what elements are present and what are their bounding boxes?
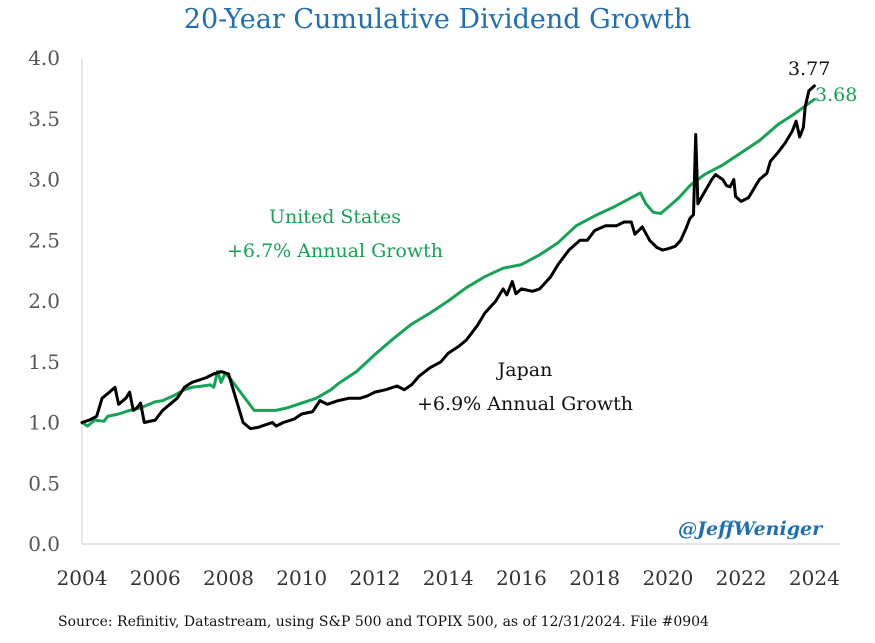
japan-annotation-growth: +6.9% Annual Growth [417, 393, 633, 415]
y-tick-label: 0.0 [28, 532, 60, 556]
y-tick-label: 3.5 [28, 107, 60, 131]
y-tick-label: 1.0 [28, 411, 60, 435]
x-tick-label: 2012 [349, 566, 400, 590]
x-tick-label: 2006 [130, 566, 181, 590]
united-states-series-line [80, 97, 816, 428]
x-tick-label: 2008 [203, 566, 254, 590]
x-tick-label: 2022 [716, 566, 767, 590]
y-tick-label: 3.0 [28, 168, 60, 192]
y-tick-label: 4.0 [28, 46, 60, 70]
source-note: Source: Refinitiv, Datastream, using S&P… [58, 614, 709, 630]
x-tick-label: 2014 [423, 566, 474, 590]
y-tick-label: 0.5 [28, 471, 60, 495]
us-end-value-label: 3.68 [815, 84, 858, 106]
y-tick-label: 2.0 [28, 289, 60, 313]
x-tick-label: 2004 [57, 566, 108, 590]
japan-end-value-label: 3.77 [788, 58, 831, 80]
x-tick-label: 2024 [789, 566, 840, 590]
author-handle: @JeffWeniger [678, 518, 823, 540]
y-tick-label: 2.5 [28, 228, 60, 252]
x-tick-label: 2010 [276, 566, 327, 590]
japan-series-line [80, 84, 816, 431]
y-tick-label: 1.5 [28, 350, 60, 374]
japan-annotation-name: Japan [497, 359, 553, 381]
us-annotation-growth: +6.7% Annual Growth [227, 240, 443, 262]
x-tick-label: 2018 [569, 566, 620, 590]
us-annotation: United States +6.7% Annual Growth [215, 200, 455, 268]
us-annotation-name: United States [268, 206, 402, 228]
x-tick-label: 2020 [642, 566, 693, 590]
japan-annotation: Japan +6.9% Annual Growth [405, 353, 645, 421]
chart-title: 20-Year Cumulative Dividend Growth [183, 4, 692, 35]
x-tick-label: 2016 [496, 566, 547, 590]
